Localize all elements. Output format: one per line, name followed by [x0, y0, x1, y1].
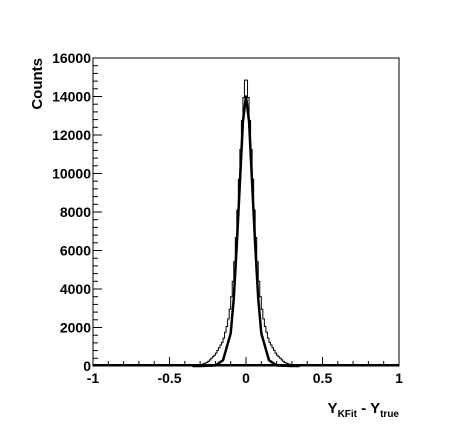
y-axis-label: Counts	[29, 58, 46, 110]
y-tick-label: 10000	[52, 166, 91, 182]
y-tick-label: 4000	[60, 281, 91, 297]
y-axis: 0 2000 4000 6000 8000 10000 12000 14000 16000	[52, 50, 102, 374]
x-label-main-1: Y	[328, 400, 338, 417]
fit-curve-series	[191, 95, 301, 368]
x-axis: -1 -0.5 0 0.5 1	[87, 357, 403, 386]
y-tick-label: 16000	[52, 50, 91, 66]
x-label-sub-1: KFit	[338, 409, 358, 420]
y-tick-label: 6000	[60, 243, 91, 259]
x-tick-label: 0	[242, 370, 250, 386]
x-tick-label: 0.5	[313, 370, 333, 386]
x-label-sub-2: true	[380, 409, 399, 420]
x-tick-label: -1	[87, 370, 100, 386]
y-tick-label: 2000	[60, 320, 91, 336]
x-tick-label: -0.5	[157, 370, 181, 386]
y-tick-label: 14000	[52, 89, 91, 105]
x-axis-label: YKFit - Ytrue	[328, 400, 400, 420]
x-tick-label: 1	[395, 370, 403, 386]
y-tick-label: 0	[83, 358, 91, 374]
y-tick-label: 8000	[60, 204, 91, 220]
series-layer	[93, 79, 399, 368]
y-tick-label: 12000	[52, 127, 91, 143]
x-label-mid: - Y	[357, 400, 380, 417]
histogram-series	[93, 79, 399, 367]
